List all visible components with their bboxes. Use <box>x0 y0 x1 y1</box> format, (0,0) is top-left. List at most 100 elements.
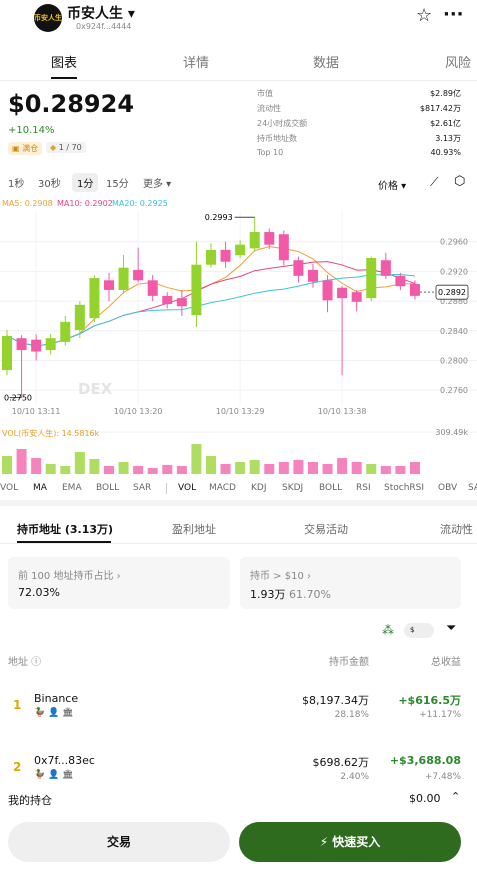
indicator[interactable]: EMA <box>62 483 82 493</box>
holder-name[interactable]: 0x7f...83ec <box>34 754 95 767</box>
th: 持币金额 <box>329 657 369 668</box>
card[interactable]: 前 100 地址持币占比 › 72.03% <box>8 557 230 609</box>
indicator[interactable]: VOL <box>178 483 197 493</box>
star[interactable]: ☆ <box>416 5 433 26</box>
tab[interactable]: 风险 <box>444 56 471 71</box>
interval[interactable]: 1秒 <box>8 179 25 190</box>
divider <box>0 500 477 506</box>
candle-body <box>205 249 216 265</box>
stat-value: $2.61亿 <box>430 119 461 128</box>
vol-tick-label: 309.49k <box>435 428 468 437</box>
holder-tab[interactable]: 流动性 <box>440 523 473 536</box>
stat-label: 持币地址数 <box>257 134 297 143</box>
y-tick-label: 0.2920 <box>440 267 468 276</box>
indicator[interactable]: SA <box>468 483 477 493</box>
currency-toggle[interactable]: $ <box>404 623 434 638</box>
t: 持币 > $10 <box>250 571 304 582</box>
indicator[interactable]: OBV <box>438 483 458 493</box>
volume-bar <box>307 461 318 474</box>
volume-bar <box>337 458 348 474</box>
stat-label: 24小时成交额 <box>257 119 308 128</box>
y-tick-label: 0.2800 <box>440 356 468 365</box>
y-tick-label: 0.2880 <box>440 297 468 306</box>
holder-name[interactable]: Binance <box>34 692 79 705</box>
indicator[interactable]: RSI <box>356 483 371 493</box>
candle-body <box>118 267 129 290</box>
pnl: +$3,688.08 <box>389 754 461 767</box>
more[interactable]: ··· <box>443 4 464 25</box>
token-title[interactable]: 币安人生 ▾ <box>67 6 135 22</box>
ma-label: MA5: 0.2908 <box>2 199 53 208</box>
indicator[interactable]: VOL <box>0 483 19 493</box>
indicator[interactable]: MACD <box>209 483 236 493</box>
y-tick-label: 0.2840 <box>440 327 468 336</box>
v2: 61.70% <box>289 588 331 601</box>
holder-icons: 🦆 👤 🏛 <box>34 770 74 780</box>
indicator[interactable]: MA <box>33 483 47 493</box>
ma-line <box>6 274 416 347</box>
y-tick-label: 0.2960 <box>440 238 468 247</box>
indicator[interactable]: KDJ <box>251 483 267 493</box>
volume-bar <box>60 466 71 474</box>
indicator[interactable]: SKDJ <box>282 483 304 493</box>
badge: ◆ 1 / 70 <box>46 142 86 153</box>
candle-body <box>60 321 71 342</box>
address[interactable]: 0x924f...4444 <box>76 22 132 31</box>
high-label: 0.2993 <box>205 213 233 222</box>
v: 1.93万 <box>250 588 286 601</box>
x-tick-label: 10/10 13:38 <box>318 407 367 416</box>
tab[interactable]: 图表 <box>50 56 77 71</box>
tab[interactable]: 详情 <box>182 56 209 71</box>
interval[interactable]: 1分 <box>72 173 99 192</box>
volume-bar <box>264 463 275 474</box>
chart-icon[interactable]: ⟋ <box>430 175 439 189</box>
volume-bar <box>74 451 85 474</box>
badge: ▣ 满仓 <box>8 142 43 155</box>
price-mode[interactable]: 价格 ▾ <box>378 181 407 192</box>
volume-bar <box>147 468 158 474</box>
buy-button[interactable]: ⚡ 快速买入 <box>239 822 461 862</box>
candle-body <box>235 244 246 256</box>
position-label: 我的持仓 <box>8 794 52 807</box>
ma-label: MA20: 0.2925 <box>112 199 168 208</box>
candle-body <box>16 338 27 351</box>
card-value: 1.93万 61.70% <box>250 586 331 602</box>
tab[interactable]: 数据 <box>312 56 339 71</box>
badge-text: 满仓 <box>22 144 39 153</box>
indicator[interactable]: BOLL <box>96 483 120 493</box>
stat-value: 3.13万 <box>435 134 461 143</box>
trade-button[interactable]: 交易 <box>8 822 230 862</box>
rank: 1 <box>13 698 22 712</box>
bubble-icon[interactable]: ⁂ <box>382 623 394 637</box>
x-tick-label: 10/10 13:29 <box>216 407 265 416</box>
holder-tab[interactable]: 交易活动 <box>304 523 348 536</box>
change: +10.14% <box>8 125 55 136</box>
candle-body <box>147 280 158 296</box>
logo: 币安人生 <box>34 4 62 32</box>
position-bar[interactable]: 我的持仓 $0.00 ⌃ <box>0 786 477 812</box>
filter[interactable]: ⏷ <box>446 621 457 636</box>
candle-body <box>380 260 391 276</box>
ma-label: MA10: 0.2902 <box>57 199 113 208</box>
card[interactable]: 持币 > $10 › 1.93万 61.70% <box>240 557 461 609</box>
indicator[interactable]: BOLL <box>319 483 343 493</box>
candle-body <box>351 292 362 302</box>
holder-tab[interactable]: 持币地址 (3.13万) <box>17 523 114 536</box>
interval[interactable]: 30秒 <box>38 179 61 190</box>
volume-bar <box>380 466 391 474</box>
candle-body <box>74 304 85 331</box>
indicator[interactable]: StochRSI <box>384 483 425 493</box>
interval[interactable]: 15分 <box>106 179 129 190</box>
volume-bar <box>191 443 202 474</box>
divider <box>0 543 477 544</box>
settings-icon[interactable]: ⬡ <box>454 174 466 189</box>
stat-label: 流动性 <box>257 104 281 113</box>
stat-label: Top 10 <box>257 148 284 157</box>
interval[interactable]: 更多 ▾ <box>143 179 172 190</box>
holder-tab[interactable]: 盈利地址 <box>172 523 216 536</box>
price: $0.28924 <box>8 90 135 118</box>
indicator[interactable]: SAR <box>133 483 152 493</box>
kline-chart: 0.29600.29200.28800.28400.28000.2760DEX1… <box>0 212 477 474</box>
volume-bar <box>205 456 216 474</box>
volume-bar <box>2 456 12 474</box>
